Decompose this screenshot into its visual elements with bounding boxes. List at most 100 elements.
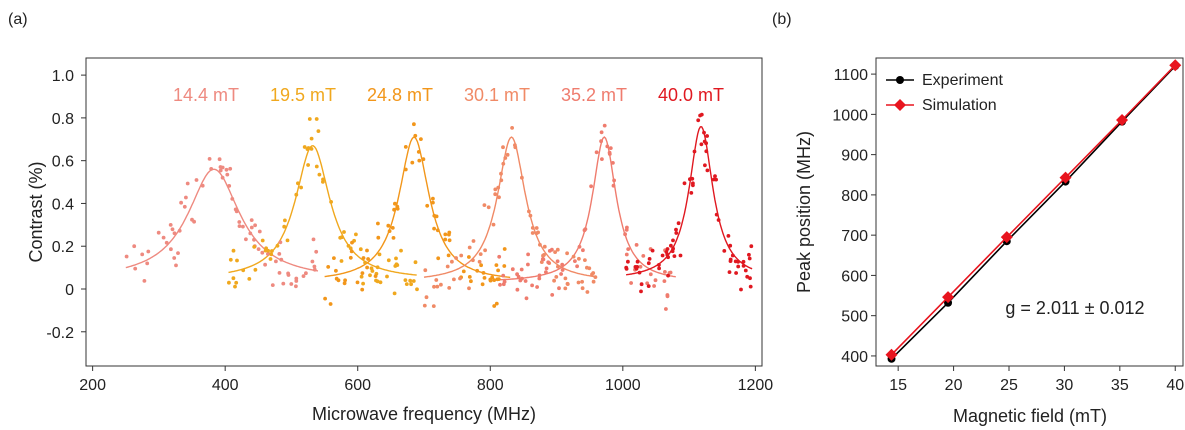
data-point bbox=[528, 213, 533, 218]
data-point bbox=[580, 279, 584, 284]
plot-b-xtick-label: 40 bbox=[1166, 377, 1184, 394]
plot-a-xtick-label: 1000 bbox=[605, 377, 641, 394]
data-point bbox=[565, 282, 570, 286]
data-point bbox=[348, 255, 353, 260]
data-point bbox=[502, 279, 507, 284]
data-point bbox=[672, 254, 677, 258]
data-point bbox=[553, 250, 557, 255]
data-point bbox=[747, 252, 751, 257]
data-point bbox=[461, 269, 466, 274]
data-point bbox=[626, 259, 630, 264]
simulation-point bbox=[1059, 171, 1072, 184]
data-point bbox=[657, 263, 661, 267]
data-point bbox=[306, 146, 311, 150]
data-point bbox=[182, 204, 187, 209]
data-point bbox=[577, 256, 581, 261]
data-point bbox=[703, 163, 707, 168]
data-point bbox=[563, 286, 568, 291]
data-point bbox=[282, 224, 287, 229]
data-point bbox=[716, 218, 721, 222]
data-point bbox=[704, 149, 709, 154]
data-point bbox=[527, 209, 531, 214]
data-point bbox=[299, 185, 303, 190]
data-point bbox=[342, 281, 347, 286]
plot-a-ytick-label: 1.0 bbox=[52, 68, 74, 85]
data-point bbox=[140, 252, 145, 257]
data-point bbox=[237, 220, 242, 224]
data-point bbox=[674, 231, 679, 235]
data-point bbox=[164, 240, 169, 245]
data-point bbox=[294, 276, 299, 281]
data-point bbox=[387, 229, 392, 234]
data-point bbox=[257, 229, 262, 234]
data-point bbox=[443, 232, 448, 237]
data-point bbox=[436, 256, 441, 261]
data-point bbox=[446, 253, 451, 258]
simulation-point bbox=[942, 291, 955, 304]
data-point bbox=[336, 278, 341, 283]
data-point bbox=[583, 258, 587, 262]
data-point bbox=[412, 122, 416, 127]
data-point bbox=[338, 235, 343, 240]
data-point bbox=[132, 244, 137, 249]
data-point bbox=[671, 238, 675, 243]
data-point bbox=[497, 254, 502, 259]
data-point bbox=[312, 267, 317, 272]
plot-b-xtick-label: 35 bbox=[1111, 377, 1129, 394]
data-point bbox=[550, 293, 555, 297]
panel-b-label: (b) bbox=[772, 11, 792, 28]
data-point bbox=[403, 145, 408, 149]
data-point bbox=[634, 266, 639, 271]
data-point bbox=[665, 294, 670, 299]
data-point bbox=[233, 284, 237, 289]
data-point bbox=[432, 213, 437, 218]
simulation-point bbox=[1116, 114, 1129, 127]
plot-b-ytick-label: 1000 bbox=[832, 107, 868, 124]
data-point bbox=[575, 264, 579, 269]
data-point bbox=[602, 123, 607, 128]
data-point bbox=[268, 257, 273, 261]
data-point bbox=[376, 235, 381, 240]
data-point bbox=[711, 177, 716, 182]
data-point bbox=[557, 286, 561, 291]
data-point bbox=[486, 205, 491, 210]
data-point bbox=[493, 192, 498, 197]
data-point bbox=[252, 237, 256, 242]
data-point bbox=[612, 178, 616, 183]
data-point bbox=[375, 265, 380, 270]
plot-b-ticks: 15 20 25 30 35 40 400 500 600 700 800 900 1000 1100 bbox=[832, 67, 1184, 394]
data-point bbox=[676, 221, 681, 226]
data-point bbox=[200, 183, 205, 188]
data-point bbox=[571, 254, 576, 259]
data-point bbox=[637, 270, 642, 275]
data-point bbox=[526, 262, 530, 267]
data-point bbox=[314, 164, 319, 169]
data-point bbox=[365, 265, 369, 270]
data-point bbox=[307, 117, 312, 121]
data-point bbox=[378, 280, 383, 285]
fit-curve bbox=[496, 136, 676, 281]
data-point bbox=[479, 263, 483, 268]
data-point bbox=[370, 269, 375, 273]
data-point bbox=[608, 146, 613, 151]
data-point bbox=[304, 271, 308, 276]
data-point bbox=[142, 279, 147, 283]
data-point bbox=[385, 274, 389, 279]
data-point bbox=[145, 261, 150, 266]
data-point bbox=[520, 175, 524, 180]
data-point bbox=[317, 172, 322, 177]
data-point bbox=[713, 174, 717, 179]
data-point bbox=[408, 278, 413, 283]
plot-a-field-labels: 14.4 mT 19.5 mT 24.8 mT 30.1 mT 35.2 mT 40.0 … bbox=[173, 85, 724, 105]
legend-label: Simulation bbox=[922, 97, 997, 114]
data-point bbox=[358, 247, 363, 252]
data-point bbox=[310, 259, 315, 264]
data-point bbox=[403, 167, 408, 172]
panel-a-label: (a) bbox=[8, 11, 28, 28]
data-point bbox=[253, 223, 257, 228]
data-point bbox=[260, 238, 265, 243]
data-point bbox=[734, 271, 738, 275]
data-point bbox=[392, 291, 397, 296]
data-point bbox=[495, 277, 500, 282]
data-point bbox=[225, 172, 230, 177]
